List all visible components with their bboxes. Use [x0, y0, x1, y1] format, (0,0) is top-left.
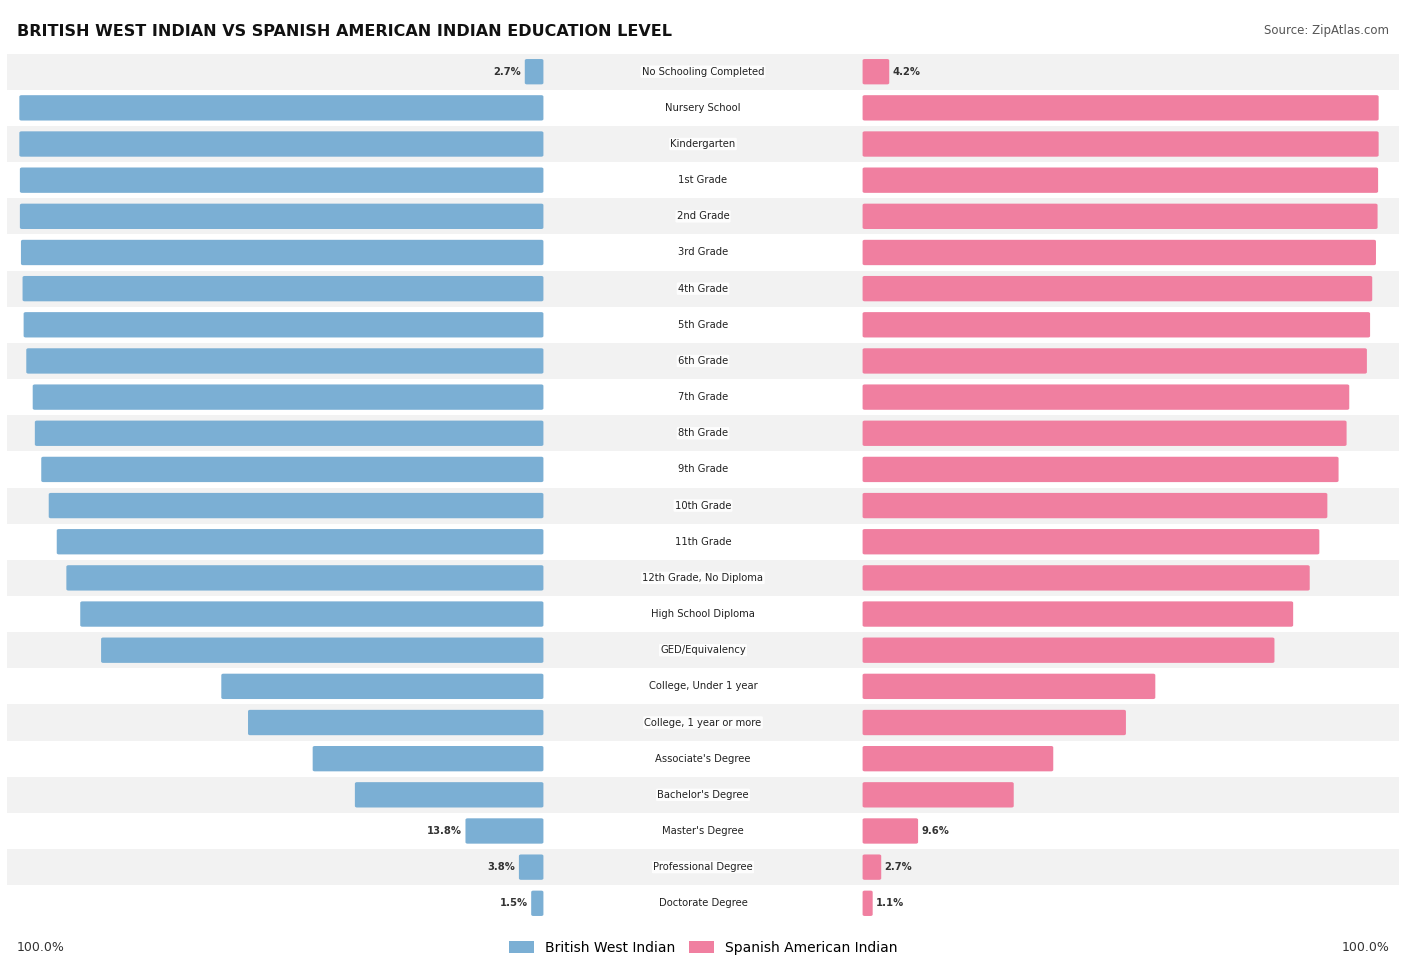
- Text: 95.3%: 95.3%: [1330, 248, 1365, 257]
- Text: 95.8%: 95.8%: [1333, 102, 1368, 113]
- Text: 9.6%: 9.6%: [921, 826, 949, 836]
- Text: 79.8%: 79.8%: [1249, 609, 1282, 619]
- Text: 82.9%: 82.9%: [1264, 573, 1299, 583]
- Text: 1.5%: 1.5%: [499, 898, 527, 909]
- Text: GED/Equivalency: GED/Equivalency: [661, 645, 745, 655]
- Text: 95.6%: 95.6%: [1331, 212, 1367, 221]
- Text: 5th Grade: 5th Grade: [678, 320, 728, 330]
- Text: 1.1%: 1.1%: [876, 898, 904, 909]
- Text: 96.0%: 96.0%: [37, 356, 72, 366]
- Text: 2.7%: 2.7%: [494, 66, 522, 77]
- Text: 3rd Grade: 3rd Grade: [678, 248, 728, 257]
- Text: 96.5%: 96.5%: [34, 320, 69, 330]
- Text: 97.3%: 97.3%: [30, 139, 65, 149]
- Text: 93.2%: 93.2%: [52, 464, 86, 475]
- Text: 89.8%: 89.8%: [1301, 428, 1336, 439]
- Text: 27.5%: 27.5%: [969, 790, 1004, 799]
- Text: 94.2%: 94.2%: [1324, 320, 1360, 330]
- Text: 6th Grade: 6th Grade: [678, 356, 728, 366]
- Text: 2nd Grade: 2nd Grade: [676, 212, 730, 221]
- Text: 85.9%: 85.9%: [91, 609, 125, 619]
- Text: 88.5%: 88.5%: [77, 573, 112, 583]
- Text: Nursery School: Nursery School: [665, 102, 741, 113]
- Text: College, 1 year or more: College, 1 year or more: [644, 718, 762, 727]
- Text: 4.2%: 4.2%: [893, 66, 921, 77]
- Text: 76.3%: 76.3%: [1229, 645, 1264, 655]
- Text: 94.8%: 94.8%: [44, 392, 79, 402]
- Text: College, Under 1 year: College, Under 1 year: [648, 682, 758, 691]
- Text: 100.0%: 100.0%: [17, 941, 65, 955]
- Text: Source: ZipAtlas.com: Source: ZipAtlas.com: [1264, 24, 1389, 37]
- Text: 97.0%: 97.0%: [31, 248, 66, 257]
- Text: 84.7%: 84.7%: [1274, 536, 1309, 547]
- Text: 42.4%: 42.4%: [323, 754, 359, 763]
- Text: 7th Grade: 7th Grade: [678, 392, 728, 402]
- Text: 34.5%: 34.5%: [366, 790, 401, 799]
- Text: 90.3%: 90.3%: [1305, 392, 1339, 402]
- Text: Associate's Degree: Associate's Degree: [655, 754, 751, 763]
- Text: 82.0%: 82.0%: [111, 645, 146, 655]
- Text: 4th Grade: 4th Grade: [678, 284, 728, 293]
- Text: 54.5%: 54.5%: [259, 718, 294, 727]
- Text: Professional Degree: Professional Degree: [654, 862, 752, 873]
- Text: 97.2%: 97.2%: [31, 212, 65, 221]
- Text: 94.4%: 94.4%: [45, 428, 80, 439]
- Text: 97.2%: 97.2%: [31, 176, 65, 185]
- Text: 90.3%: 90.3%: [67, 536, 101, 547]
- Text: 12th Grade, No Diploma: 12th Grade, No Diploma: [643, 573, 763, 583]
- Text: 100.0%: 100.0%: [1341, 941, 1389, 955]
- Text: 88.3%: 88.3%: [1294, 464, 1329, 475]
- Text: 11th Grade: 11th Grade: [675, 536, 731, 547]
- Text: No Schooling Completed: No Schooling Completed: [641, 66, 765, 77]
- Text: 2.7%: 2.7%: [884, 862, 912, 873]
- Text: 48.5%: 48.5%: [1080, 718, 1115, 727]
- Text: BRITISH WEST INDIAN VS SPANISH AMERICAN INDIAN EDUCATION LEVEL: BRITISH WEST INDIAN VS SPANISH AMERICAN …: [17, 24, 672, 39]
- Text: Doctorate Degree: Doctorate Degree: [658, 898, 748, 909]
- Text: 13.8%: 13.8%: [427, 826, 463, 836]
- Text: Bachelor's Degree: Bachelor's Degree: [657, 790, 749, 799]
- Text: 93.6%: 93.6%: [1322, 356, 1357, 366]
- Text: 59.5%: 59.5%: [232, 682, 267, 691]
- Text: 97.3%: 97.3%: [30, 102, 65, 113]
- Text: 10th Grade: 10th Grade: [675, 500, 731, 511]
- Text: Kindergarten: Kindergarten: [671, 139, 735, 149]
- Text: 54.0%: 54.0%: [1109, 682, 1144, 691]
- Text: High School Diploma: High School Diploma: [651, 609, 755, 619]
- Text: 34.9%: 34.9%: [1008, 754, 1043, 763]
- Text: Master's Degree: Master's Degree: [662, 826, 744, 836]
- Text: 3.8%: 3.8%: [488, 862, 516, 873]
- Text: 8th Grade: 8th Grade: [678, 428, 728, 439]
- Legend: British West Indian, Spanish American Indian: British West Indian, Spanish American In…: [503, 935, 903, 960]
- Text: 95.8%: 95.8%: [1333, 139, 1368, 149]
- Text: 1st Grade: 1st Grade: [679, 176, 727, 185]
- Text: 94.6%: 94.6%: [1327, 284, 1361, 293]
- Text: 91.8%: 91.8%: [59, 500, 94, 511]
- Text: 9th Grade: 9th Grade: [678, 464, 728, 475]
- Text: 86.2%: 86.2%: [1282, 500, 1317, 511]
- Text: 95.7%: 95.7%: [1333, 176, 1368, 185]
- Text: 96.7%: 96.7%: [34, 284, 67, 293]
